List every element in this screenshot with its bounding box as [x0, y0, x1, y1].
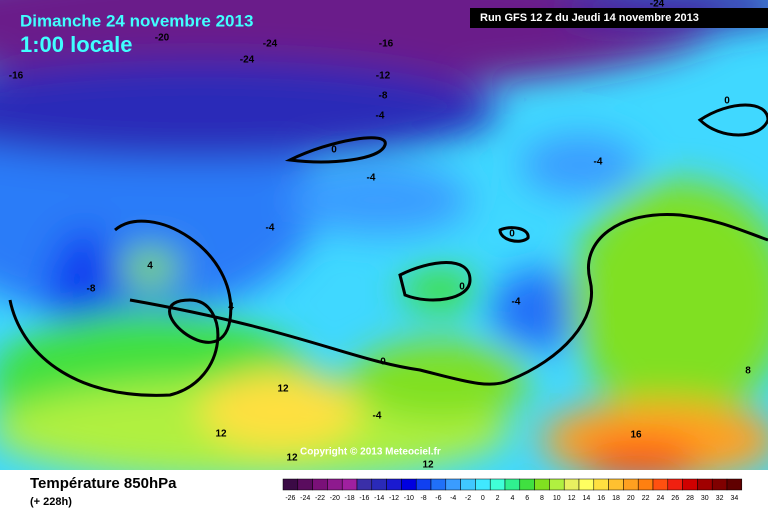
colorbar-label: 26	[671, 495, 679, 502]
contour-label: -4	[373, 411, 382, 422]
contour-label: -4	[367, 173, 376, 184]
footer-subtitle: (+ 228h)	[30, 496, 72, 508]
contour-label: -20	[155, 33, 170, 44]
contour-label: 16	[630, 430, 642, 441]
contour-label: -4	[376, 111, 385, 122]
colorbar-label: 12	[568, 495, 576, 502]
colorbar-label: -20	[330, 495, 340, 502]
colorbar-label: 8	[540, 495, 544, 502]
colorbar-swatch	[726, 478, 743, 491]
footer-title: Température 850hPa	[30, 475, 177, 492]
copyright: Copyright © 2013 Meteociel.fr	[300, 447, 441, 458]
contour-label: -12	[376, 71, 391, 82]
contour-label: 0	[380, 357, 386, 368]
colorbar-label: 22	[642, 495, 650, 502]
colorbar-swatch	[327, 478, 343, 491]
colorbar-swatch	[652, 478, 669, 491]
colorbar-swatch	[341, 478, 358, 491]
colorbar-label: -12	[389, 495, 399, 502]
colorbar-label: 16	[597, 495, 605, 502]
colorbar-label: 18	[612, 495, 620, 502]
colorbar-swatch	[489, 478, 506, 491]
colorbar-label: 24	[657, 495, 665, 502]
colorbar-label: -14	[374, 495, 384, 502]
contour-label: -16	[9, 71, 24, 82]
contour-label: 4	[147, 261, 153, 272]
contour-label: -24	[240, 55, 255, 66]
colorbar-swatch	[386, 478, 402, 491]
contour-label: 0	[724, 96, 730, 107]
contour-label: 0	[509, 229, 515, 240]
time: 1:00 locale	[20, 32, 133, 57]
colorbar-swatch	[312, 478, 328, 491]
map: Dimanche 24 novembre 2013 1:00 locale Ru…	[0, 0, 768, 471]
colorbar-label: -10	[404, 495, 414, 502]
colorbar-swatch	[282, 478, 299, 491]
contour-label: 8	[745, 366, 751, 377]
colorbar-label: 4	[510, 495, 514, 502]
colorbar-swatch	[401, 478, 417, 491]
colorbar-label: -4	[450, 495, 456, 502]
colorbar-swatch	[445, 478, 461, 491]
colorbar-swatch	[697, 478, 713, 491]
colorbar-swatch	[608, 478, 624, 491]
colorbar-swatch	[682, 478, 698, 491]
contour-label: -24	[263, 39, 278, 50]
colorbar-label: 34	[731, 495, 739, 502]
contour-label: -4	[512, 297, 521, 308]
colorbar-swatch	[430, 478, 447, 491]
colorbar-swatch	[623, 478, 639, 491]
colorbar-label: -26	[285, 495, 295, 502]
contour-label: -24	[650, 0, 665, 10]
colorbar-swatch	[371, 478, 387, 491]
contour-label: 12	[215, 429, 227, 440]
colorbar-swatch	[534, 478, 550, 491]
contour-label: -4	[594, 157, 603, 168]
contour-label: 4	[228, 302, 234, 313]
contour-label: -4	[266, 223, 275, 234]
colorbar-swatch	[519, 478, 535, 491]
colorbar-label: 0	[481, 495, 485, 502]
colorbar-swatch	[297, 478, 313, 491]
contour-label: -8	[379, 91, 388, 102]
colorbar-swatch	[475, 478, 491, 491]
colorbar-swatch	[549, 478, 565, 491]
colorbar-swatch	[593, 478, 609, 491]
colorbar-label: 6	[525, 495, 529, 502]
colorbar-label: -18	[345, 495, 355, 502]
colorbar-label: -16	[359, 495, 369, 502]
colorbar-label: -6	[435, 495, 441, 502]
contour-label: 0	[331, 145, 337, 156]
colorbar-label: 30	[701, 495, 709, 502]
contour-label: -16	[379, 39, 394, 50]
colorbar-swatch	[637, 478, 654, 491]
colorbar-swatch	[711, 478, 728, 491]
colorbar-swatch	[578, 478, 595, 491]
colorbar-label: -22	[315, 495, 325, 502]
contour-label: -8	[87, 284, 96, 295]
contour-label: 0	[459, 282, 465, 293]
contour-label: 12	[422, 460, 434, 471]
colorbar-label: 10	[553, 495, 561, 502]
run-info: Run GFS 12 Z du Jeudi 14 novembre 2013	[480, 12, 699, 24]
colorbar-swatch	[563, 478, 580, 491]
colorbar-swatch	[504, 478, 521, 491]
colorbar-label: 14	[583, 495, 591, 502]
colorbar-label: 2	[496, 495, 500, 502]
colorbar-label: -8	[420, 495, 426, 502]
date: Dimanche 24 novembre 2013	[20, 11, 253, 30]
contour-label: 12	[277, 384, 289, 395]
colorbar-label: 28	[686, 495, 694, 502]
colorbar-label: -2	[465, 495, 471, 502]
colorbar-swatch	[667, 478, 683, 491]
colorbar-swatch	[415, 478, 432, 491]
colorbar-swatch	[460, 478, 476, 491]
colorbar-swatch	[356, 478, 373, 491]
contour-label: 12	[286, 453, 298, 464]
colorbar-label: 20	[627, 495, 635, 502]
colorbar-label: -24	[300, 495, 310, 502]
colorbar-label: 32	[716, 495, 724, 502]
colorbar: -26 -24 -22 -20 -18 -16 -14 -12 -10 -8 -6 -4 -2 0 2 4 6 8…	[282, 478, 743, 502]
